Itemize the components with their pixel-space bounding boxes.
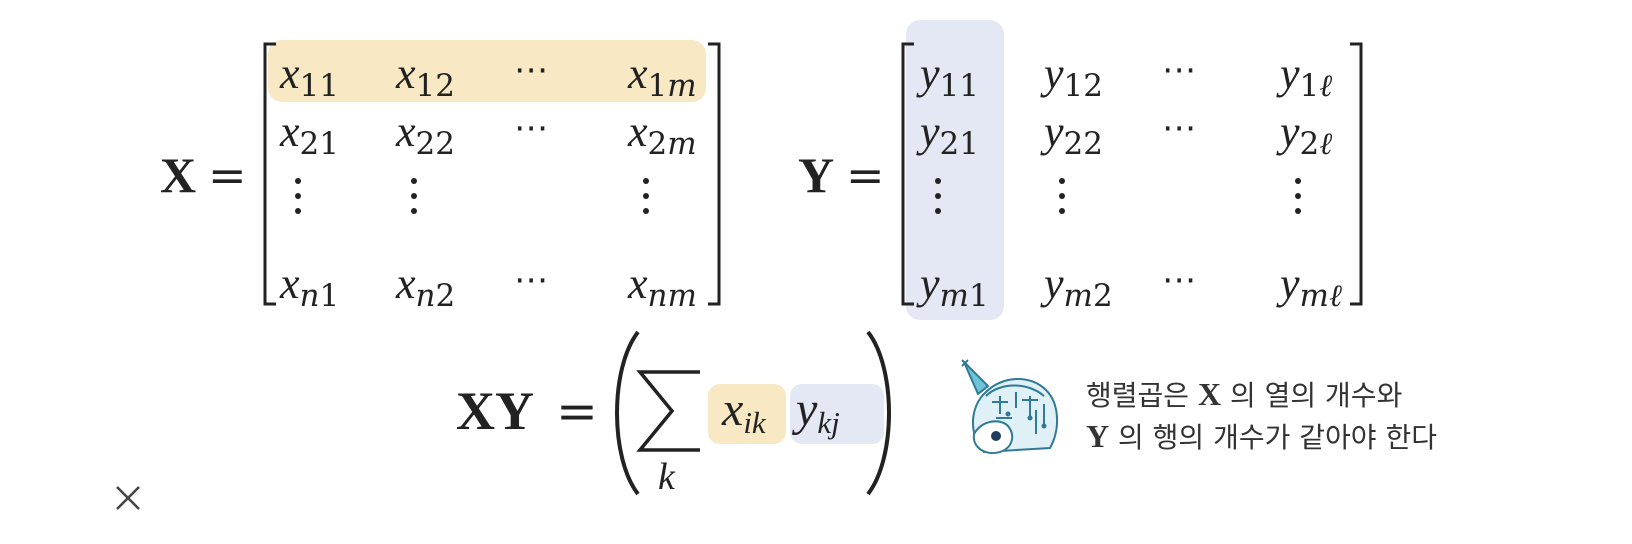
matrix-cdots: ⋯ [1162,50,1196,90]
y-matrix-name: Y [798,147,835,203]
matrix-vdots-icon [294,178,302,222]
x-equals-sign: = [208,148,247,202]
x-first-row-highlight [268,40,706,102]
y-term-highlight [790,384,884,444]
matrix-cdots: ⋯ [1162,108,1196,148]
matrix-entry: y1ℓ [1280,49,1333,105]
matrix-entry: y22 [1044,107,1103,163]
matrix-cdots: ⋯ [514,108,548,148]
matrix-entry: x1m [628,49,697,105]
matrix-cdots: ⋯ [514,50,548,90]
matrix-entry: x22 [396,107,455,163]
sum-index: k [658,456,675,498]
y-kj-term: ykj [796,386,840,445]
x-ik-term: xik [722,386,766,445]
matrix-entry: ymℓ [1280,259,1342,315]
matrix-entry: y12 [1044,49,1103,105]
product-equals-sign: = [556,382,598,440]
matrix-vdots-icon [1294,178,1302,222]
matrix-entry: ym2 [1044,259,1113,315]
matrix-cdots: ⋯ [514,260,548,300]
y-matrix-right-bracket [1350,42,1363,306]
matrix-entry: xn1 [280,259,340,315]
y-first-column-highlight [906,20,1004,320]
left-paren [615,330,640,496]
matrix-vdots-icon [642,178,650,222]
matrix-product-note: 행렬곱은 X 의 열의 개수와 Y 의 행의 개수가 같아야 한다 [1086,374,1506,458]
sigma-symbol [636,370,700,452]
matrix-entry: ym1 [920,259,989,315]
product-lhs: XY [456,381,534,441]
note-line-2: Y 의 행의 개수가 같아야 한다 [1086,418,1437,454]
matrix-entry: x11 [280,49,339,105]
x-matrix-name: X [160,147,197,203]
y-kj-base: y [796,383,818,436]
matrix-entry: xn2 [396,259,456,315]
x-matrix-left-bracket [263,42,276,306]
matrix-vdots-icon [1058,178,1066,222]
x-ik-base: x [722,383,744,436]
right-paren [866,330,891,496]
x-ik-sub: ik [743,405,766,440]
note-x-var: X [1197,376,1222,412]
matrix-entry: xnm [628,259,697,315]
matrix-entry: x12 [396,49,455,105]
matrix-entry: y11 [920,49,979,105]
x-term-highlight [708,384,786,444]
close-icon[interactable] [114,484,142,512]
y-matrix-left-bracket [901,42,914,306]
matrix-vdots-icon [934,178,942,222]
matrix-entry: x21 [280,107,339,163]
matrix-entry: y2ℓ [1280,107,1333,163]
note-line-1: 행렬곱은 X 의 열의 개수와 [1086,376,1403,412]
note-y-var: Y [1086,418,1110,454]
matrix-entry: y21 [920,107,979,163]
matrix-vdots-icon [410,178,418,222]
y-kj-sub: kj [817,405,840,440]
x-matrix-right-bracket [708,42,721,306]
unicorn-mascot-icon [956,356,1068,464]
matrix-cdots: ⋯ [1162,260,1196,300]
y-equals-sign: = [846,148,885,202]
matrix-entry: x2m [628,107,697,163]
